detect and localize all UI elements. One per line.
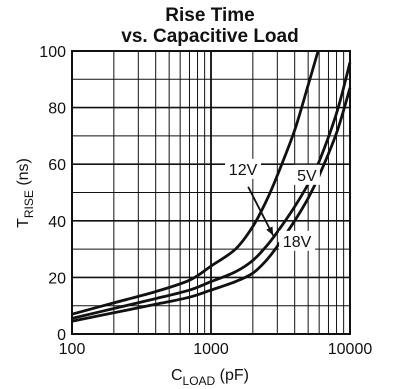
y-tick-label: 60 [48,157,66,174]
tick-labels: 100 1000 10000 0 20 40 60 80 100 [39,44,372,358]
label-12v-bg [225,158,262,179]
y-tick-label: 40 [48,214,66,231]
x-tick-label: 100 [59,341,86,358]
chart-title-line2: vs. Capacitive Load [121,26,298,47]
arrow-12v [247,186,274,236]
y-tick-label: 80 [48,101,66,118]
label-5v: 5V [297,168,317,185]
x-tick-label: 10000 [328,341,373,358]
label-12v: 12V [229,162,258,179]
y-axis-label-sub: RISE [22,190,36,218]
label-18v: 18V [283,234,312,251]
y-axis-label: TRISE (ns) [15,158,36,228]
x-tick-label: 1000 [193,341,229,358]
arrow-12v-head [266,226,274,236]
plot-frame [71,50,351,335]
annotations: 5V 12V 18V [225,158,320,251]
label-5v-bg [293,164,320,185]
chart-title-line1: Rise Time [165,5,254,26]
y-tick-label: 20 [48,270,66,287]
y-tick-label: 0 [57,327,66,344]
x-axis-label-unit: (pF) [215,367,249,384]
series-line-12v [71,61,352,320]
y-axis-label-unit: (ns) [15,158,32,190]
x-axis-label: CLOAD (pF) [171,367,249,388]
grid [71,50,351,335]
y-tick-label: 100 [39,44,66,61]
y-axis-label-main: T [15,218,32,228]
series-line-5v [71,50,320,316]
x-axis-label-main: C [171,367,183,384]
label-18v-bg [279,230,316,251]
x-axis-label-sub: LOAD [183,374,216,388]
